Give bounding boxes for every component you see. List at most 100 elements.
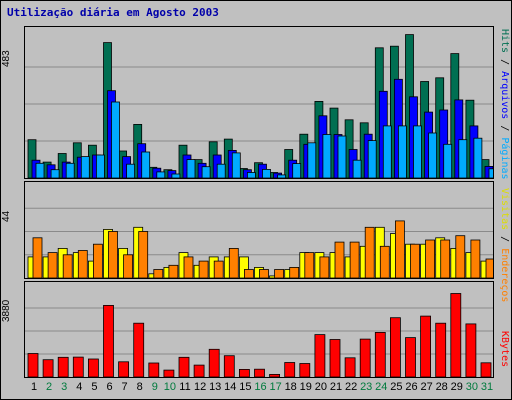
bar-kbytes-day-2	[42, 359, 54, 377]
bar-endereos-day-18	[289, 267, 300, 278]
bar-kbytes-day-18	[284, 362, 296, 377]
bar-kbytes-day-8	[133, 322, 145, 377]
bar-endereos-day-6	[108, 231, 118, 278]
bar-pginas-day-22	[352, 159, 362, 178]
bar-arquivos-day-29	[454, 99, 464, 178]
bar-kbytes-day-13	[208, 348, 220, 377]
mid-panel-max-label: 44	[1, 210, 12, 222]
bar-pginas-day-23	[367, 140, 377, 178]
bar-kbytes-day-10	[163, 369, 175, 377]
bar-endereos-day-5	[93, 243, 103, 278]
bar-pginas-day-29	[458, 139, 468, 178]
top-panel-max-label: 483	[1, 50, 12, 67]
bar-kbytes-day-11	[178, 356, 190, 377]
bar-endereos-day-13	[213, 260, 224, 278]
bar-kbytes-day-17	[269, 374, 281, 377]
bar-kbytes-day-1	[27, 353, 39, 377]
bar-kbytes-day-16	[254, 368, 265, 377]
x-tick-label-24: 24	[375, 381, 388, 393]
bar-endereos-day-23	[364, 226, 375, 278]
x-tick-label-19: 19	[299, 381, 312, 393]
bar-endereos-day-14	[228, 248, 239, 278]
bar-endereos-day-9	[153, 269, 164, 278]
bar-endereos-day-15	[243, 269, 254, 278]
bar-endereos-day-27	[425, 239, 436, 278]
bar-kbytes-day-27	[420, 315, 432, 377]
bar-kbytes-day-30	[465, 323, 477, 377]
bar-pginas-day-9	[156, 171, 166, 178]
x-tick-label-17: 17	[269, 381, 282, 393]
bar-kbytes-day-5	[88, 358, 99, 377]
bar-endereos-day-19	[304, 252, 315, 278]
x-tick-label-9: 9	[151, 381, 158, 393]
bar-endereos-day-31	[485, 258, 493, 278]
x-tick-label-28: 28	[435, 381, 448, 393]
x-tick-label-27: 27	[420, 381, 433, 393]
bar-pginas-day-5	[96, 154, 105, 178]
x-tick-label-21: 21	[329, 381, 343, 393]
x-tick-label-2: 2	[46, 381, 53, 393]
x-tick-label-11: 11	[179, 381, 191, 393]
bar-kbytes-day-14	[223, 355, 235, 377]
x-tick-label-1: 1	[30, 381, 38, 393]
legend-top: Hits / Arquivos / Páginas	[494, 29, 510, 180]
bar-endereos-day-16	[259, 269, 269, 278]
bar-kbytes-day-15	[238, 369, 250, 377]
bot-panel	[24, 281, 494, 378]
bar-visitas-day-15	[238, 256, 249, 278]
bar-pginas-day-7	[126, 163, 135, 178]
x-tick-label-14: 14	[224, 381, 237, 393]
bar-kbytes-day-23	[359, 338, 371, 377]
top-panel-plot	[25, 34, 493, 178]
mid-panel	[24, 181, 494, 279]
bar-kbytes-day-22	[344, 357, 356, 377]
bar-endereos-day-28	[440, 239, 451, 278]
bar-endereos-day-20	[319, 256, 330, 278]
bar-endereos-day-4	[77, 250, 88, 278]
bar-kbytes-day-19	[299, 363, 311, 377]
bar-kbytes-day-26	[405, 337, 416, 377]
bar-pginas-day-3	[65, 162, 75, 178]
x-tick-label-10: 10	[163, 381, 177, 393]
bar-endereos-day-2	[47, 252, 58, 278]
bar-pginas-day-11	[186, 159, 196, 178]
legend-kbytes: KBytes	[499, 331, 510, 368]
bar-endereos-day-29	[455, 235, 466, 278]
bar-endereos-day-3	[62, 254, 73, 278]
bar-kbytes-day-25	[389, 317, 401, 377]
x-tick-label-30: 30	[465, 381, 479, 393]
chart-title: Utilização diária em Agosto 2003	[7, 6, 219, 19]
bar-kbytes-day-6	[103, 304, 114, 377]
top-panel	[24, 26, 494, 179]
bar-pginas-day-28	[443, 143, 453, 178]
bar-pginas-day-20	[322, 134, 332, 178]
legend-bot: KBytes	[494, 331, 510, 367]
bar-kbytes-day-21	[329, 339, 341, 377]
x-tick-label-31: 31	[480, 381, 494, 393]
bar-kbytes-day-31	[480, 362, 492, 377]
bar-pginas-day-26	[413, 125, 422, 178]
legend-mid: Visitas / Endereços	[494, 188, 510, 302]
bar-endereos-day-7	[123, 254, 133, 278]
mid-panel-plot	[25, 207, 493, 278]
bar-kbytes-day-3	[57, 356, 69, 377]
legend-hits: Hits	[499, 29, 510, 54]
bar-pginas-day-6	[111, 101, 120, 178]
x-tick-label-15: 15	[239, 381, 252, 393]
bar-endereos-day-21	[334, 241, 345, 278]
x-tick-label-7: 7	[121, 381, 128, 393]
legend-enderecos: Endereços	[499, 248, 510, 303]
x-tick-label-13: 13	[209, 381, 222, 393]
bar-endereos-day-17	[274, 269, 285, 278]
bar-pginas-day-13	[216, 163, 226, 178]
bar-pginas-day-24	[382, 125, 392, 178]
bar-pginas-day-21	[337, 135, 347, 178]
bar-pginas-day-17	[277, 174, 287, 178]
x-tick-label-26: 26	[405, 381, 418, 393]
bar-kbytes-day-9	[148, 362, 160, 377]
bar-endereos-day-26	[410, 243, 420, 278]
x-tick-label-5: 5	[91, 381, 98, 393]
x-tick-label-25: 25	[390, 381, 403, 393]
bar-endereos-day-24	[379, 245, 390, 278]
x-tick-label-8: 8	[136, 381, 143, 393]
